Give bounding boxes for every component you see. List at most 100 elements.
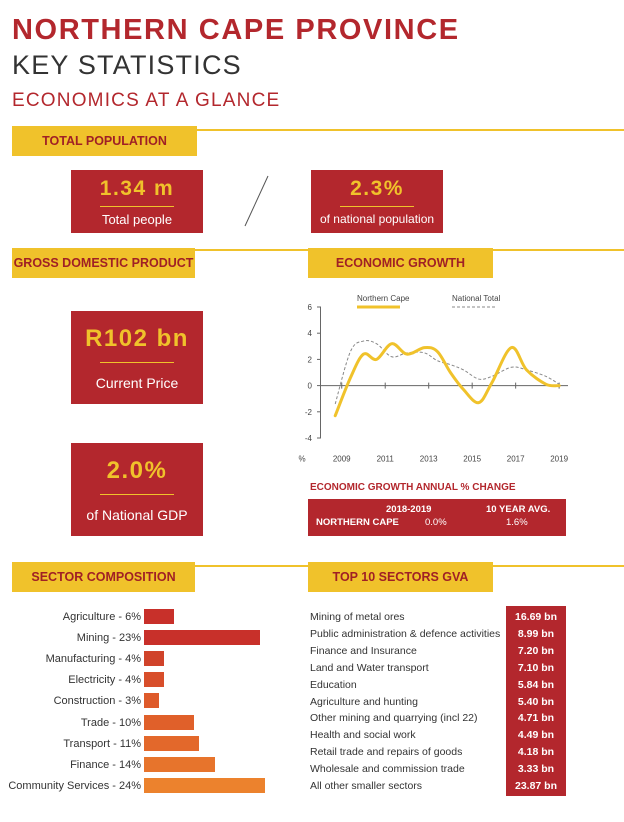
- y-tick-label: 2: [308, 355, 313, 364]
- x-tick-label: 2011: [377, 455, 395, 464]
- sector-label: Agriculture - 6%: [62, 611, 141, 623]
- gva-sector-label: Education: [310, 678, 357, 691]
- y-tick-label: 6: [308, 303, 313, 312]
- sector-label: Manufacturing - 4%: [45, 653, 141, 666]
- x-tick-label: 2013: [420, 455, 438, 464]
- population-share-value: 2.3%: [350, 177, 404, 200]
- growth-col-2018-2019: 2018-2019: [386, 504, 432, 515]
- growth-val-10yr: 1.6%: [506, 517, 528, 528]
- slash-divider: [244, 175, 269, 227]
- sector-label: Electricity - 4%: [68, 674, 141, 687]
- legend-northern-cape-label: Northern Cape: [357, 294, 410, 303]
- total-population-value: 1.34 m: [99, 176, 175, 200]
- gva-sector-label: Wholesale and commission trade: [310, 763, 465, 776]
- sector-row: Finance - 14%: [0, 756, 300, 773]
- sector-row: Trade - 10%: [0, 714, 300, 731]
- gdp-current-value: R102 bn: [85, 324, 189, 352]
- gva-sector-value: 4.49 bn: [517, 729, 555, 742]
- sector-label: Trade - 10%: [80, 716, 141, 729]
- gva-sector-label: Mining of metal ores: [310, 611, 405, 623]
- card-divider: [100, 205, 174, 207]
- gva-sector-label: All other smaller sectors: [310, 780, 423, 792]
- card-divider: [340, 206, 414, 207]
- gva-sector-label: Other mining and quarrying (incl 22): [310, 712, 478, 725]
- sector-label: Construction - 3%: [53, 695, 141, 708]
- x-tick-label: 2015: [463, 455, 481, 464]
- gva-sector-label: Agriculture and hunting: [310, 695, 418, 708]
- section-title: ECONOMICS AT A GLANCE: [12, 90, 281, 111]
- gva-sector-value: 23.87 bn: [514, 780, 558, 792]
- gva-sector-value: 5.84 bn: [517, 678, 555, 691]
- sector-row: Manufacturing - 4%: [0, 651, 300, 667]
- sector-bar: [144, 651, 165, 667]
- growth-table: 2018-2019 10 YEAR AVG. NORTHERN CAPE 0.0…: [308, 499, 566, 536]
- sector-bar: [144, 735, 200, 751]
- card-divider: [100, 493, 174, 495]
- gva-sector-value: 8.99 bn: [517, 627, 555, 640]
- sector-row: Construction - 3%: [0, 693, 300, 709]
- total-population-label: Total people: [101, 211, 173, 227]
- y-tick-label: -2: [305, 408, 313, 417]
- sector-bar: [144, 672, 165, 688]
- gva-sector-label: Retail trade and repairs of goods: [310, 746, 463, 759]
- sector-row: Agriculture - 6%: [0, 609, 300, 625]
- divider: [12, 129, 624, 131]
- gva-sector-value: 7.10 bn: [517, 661, 555, 674]
- population-share-label: of national population: [319, 212, 435, 226]
- sector-row: Mining - 23%: [0, 630, 300, 646]
- y-tick-label: -4: [305, 434, 313, 443]
- growth-table-title: ECONOMIC GROWTH ANNUAL % CHANGE: [310, 482, 516, 493]
- gdp-current-card: R102 bn Current Price: [71, 311, 203, 404]
- growth-col-10yr: 10 YEAR AVG.: [486, 504, 551, 515]
- sector-label: Finance - 14%: [70, 758, 141, 771]
- gva-sector-value: 4.18 bn: [517, 746, 555, 759]
- gdp-banner: GROSS DOMESTIC PRODUCT: [12, 248, 195, 278]
- population-banner: TOTAL POPULATION: [12, 126, 197, 156]
- sector-label: Transport - 11%: [63, 737, 141, 750]
- card-divider: [100, 361, 174, 363]
- sector-banner: SECTOR COMPOSITION: [12, 562, 195, 592]
- sector-label: Community Services - 24%: [8, 779, 141, 792]
- gva-sector-label: Finance and Insurance: [310, 644, 417, 657]
- gva-sector-label: Health and social work: [310, 729, 416, 742]
- legend-national-total-label: National Total: [452, 294, 501, 303]
- total-population-card: 1.34 m Total people: [71, 170, 203, 233]
- gva-value-column: [506, 606, 566, 796]
- growth-row-label: NORTHERN CAPE: [316, 517, 399, 528]
- growth-line-chart: 6 4 2 0 -2 -4% 2009 2011 2013 2015 2017 2019 Norther…: [298, 294, 568, 464]
- sector-bar: [144, 756, 215, 772]
- gva-sector-label: Public administration & defence activiti…: [310, 627, 501, 640]
- gdp-share-card: 2.0% of National GDP: [71, 443, 203, 536]
- gdp-current-label: Current Price: [95, 374, 179, 391]
- sector-bar: [144, 714, 195, 730]
- sector-bar: [144, 777, 265, 793]
- x-tick-label: 2019: [550, 455, 568, 464]
- page-subtitle: KEY STATISTICS: [12, 50, 242, 80]
- x-tick-label: 2017: [507, 455, 525, 464]
- national-share-card: 2.3% of national population: [311, 170, 443, 233]
- sector-bar: [144, 609, 175, 624]
- gva-sector-value: 3.33 bn: [517, 763, 555, 776]
- sector-label: Mining - 23%: [76, 632, 141, 645]
- gva-sector-label: Land and Water transport: [310, 661, 429, 674]
- northern-cape-line: [333, 342, 561, 418]
- y-unit-label: %: [298, 455, 305, 464]
- sector-row: Transport - 11%: [0, 735, 300, 752]
- gdp-share-value: 2.0%: [106, 456, 168, 484]
- sector-bar: [144, 630, 260, 646]
- sector-row: Electricity - 4%: [0, 672, 300, 688]
- gdp-share-label: of National GDP: [86, 506, 188, 523]
- gva-sector-value: 5.40 bn: [517, 695, 555, 708]
- gva-sector-value: 7.20 bn: [517, 644, 555, 657]
- x-tick-label: 2009: [333, 455, 351, 464]
- sector-bar: [144, 693, 160, 709]
- gva-banner: TOP 10 SECTORS GVA: [308, 562, 493, 592]
- national-total-line: [334, 340, 560, 405]
- growth-banner: ECONOMIC GROWTH: [308, 248, 493, 278]
- y-tick-label: 0: [308, 382, 313, 391]
- gva-sector-value: 16.69 bn: [514, 611, 558, 623]
- gva-sector-value: 4.71 bn: [517, 712, 555, 725]
- page-title: NORTHERN CAPE PROVINCE: [12, 14, 460, 46]
- growth-val-2018-2019: 0.0%: [425, 517, 447, 528]
- y-tick-label: 4: [308, 329, 313, 338]
